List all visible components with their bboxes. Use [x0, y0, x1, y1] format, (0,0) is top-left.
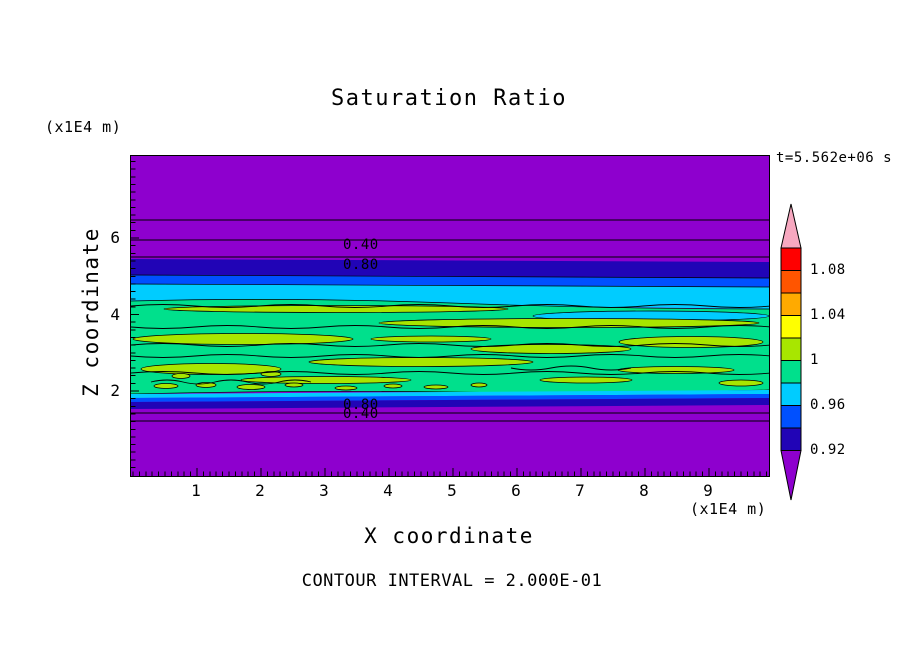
lower-contour-lines — [131, 412, 769, 422]
contour-label-upper-040: 0.40 — [343, 237, 379, 253]
colorbar-arrow-top — [780, 203, 802, 249]
x-tick-label: 4 — [383, 481, 393, 500]
y-tick-label: 2 — [110, 381, 120, 400]
x-tick-label: 7 — [575, 481, 585, 500]
field-navy-band-upper — [131, 259, 769, 278]
green-region-contour-lines — [131, 304, 769, 385]
field-blue-band-lower — [131, 394, 769, 402]
x-tick-label: 6 — [511, 481, 521, 500]
y-tick-label: 6 — [110, 228, 120, 247]
contour-label-lower-040: 0.40 — [343, 406, 379, 422]
field-cyan-band-lower — [131, 390, 769, 398]
x-tick-label: 9 — [703, 481, 713, 500]
colorbar-tick-label: 1.04 — [810, 307, 846, 323]
colorbar-tick-label: 0.96 — [810, 397, 846, 413]
field-navy-band-lower — [131, 398, 769, 409]
colorbar-segment — [780, 270, 802, 294]
x-tick-label: 1 — [191, 481, 201, 500]
x-tick-label: 8 — [639, 481, 649, 500]
time-annotation: t=5.562e+06 s — [776, 150, 893, 166]
colorbar-segment — [780, 382, 802, 406]
colorbar-segment — [780, 315, 802, 339]
colorbar-tick-label: 1.08 — [810, 262, 846, 278]
chart-title: Saturation Ratio — [331, 86, 567, 111]
contour-label-lower-080: 0.80 — [343, 397, 379, 413]
colorbar-segment — [780, 360, 802, 384]
contour-plot-area: 0.40 0.80 0.80 0.40 — [130, 155, 770, 477]
x-axis-title: X coordinate — [364, 524, 534, 548]
contour-interval-caption: CONTOUR INTERVAL = 2.000E-01 — [301, 571, 603, 591]
contour-label-upper-080: 0.80 — [343, 257, 379, 273]
colorbar-segment — [780, 405, 802, 429]
colorbar-tick-label: 0.92 — [810, 442, 846, 458]
field-blue-band-upper — [131, 275, 769, 287]
colorbar-segment — [780, 337, 802, 361]
x-tick-label: 5 — [447, 481, 457, 500]
upper-contour-lines — [131, 219, 769, 258]
colorbar-segment — [780, 247, 802, 271]
x-axis-unit-label: (x1E4 m) — [690, 500, 767, 518]
colorbar-segment — [780, 427, 802, 451]
y-axis-unit-label: (x1E4 m) — [45, 118, 122, 136]
field-yellowgreen-streaks — [132, 305, 764, 391]
x-tick-label: 3 — [319, 481, 329, 500]
colorbar-arrow-bottom — [780, 450, 802, 501]
colorbar-segment — [780, 292, 802, 316]
colorbar — [780, 203, 802, 501]
colorbar-tick-label: 1 — [810, 352, 819, 368]
axis-tick-marks — [131, 161, 768, 476]
x-tick-label: 2 — [255, 481, 265, 500]
y-tick-label: 4 — [110, 304, 120, 324]
